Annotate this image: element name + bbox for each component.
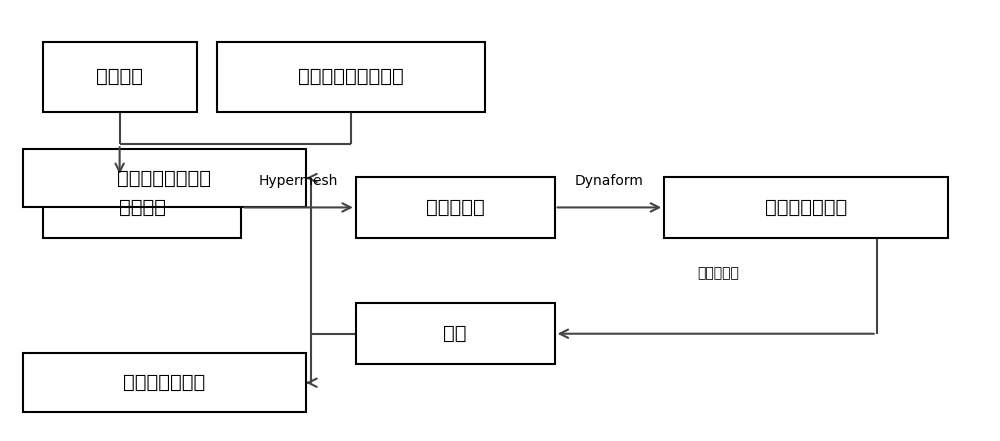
Text: 板料成型性结果: 板料成型性结果 [123,373,206,392]
Bar [23,149,306,207]
Text: 建立有限元模型: 建立有限元模型 [765,198,847,217]
Text: 模具模型: 模具模型 [119,198,166,217]
Text: 修改关键字: 修改关键字 [698,266,740,280]
Text: 拉延型面建立与偏置: 拉延型面建立与偏置 [298,67,404,86]
Bar [43,177,241,238]
Text: 模具简化: 模具简化 [96,67,143,86]
Bar [356,303,555,364]
Text: 计算: 计算 [443,324,467,343]
Text: Dynaform: Dynaform [575,174,644,188]
Bar [23,353,306,412]
Bar [664,177,948,238]
Text: Hypermesh: Hypermesh [259,174,338,188]
Text: 模具应力应变结果: 模具应力应变结果 [117,168,211,187]
Text: 模具体网格: 模具体网格 [426,198,485,217]
Bar [356,177,555,238]
Bar [217,42,485,112]
Bar [43,42,197,112]
